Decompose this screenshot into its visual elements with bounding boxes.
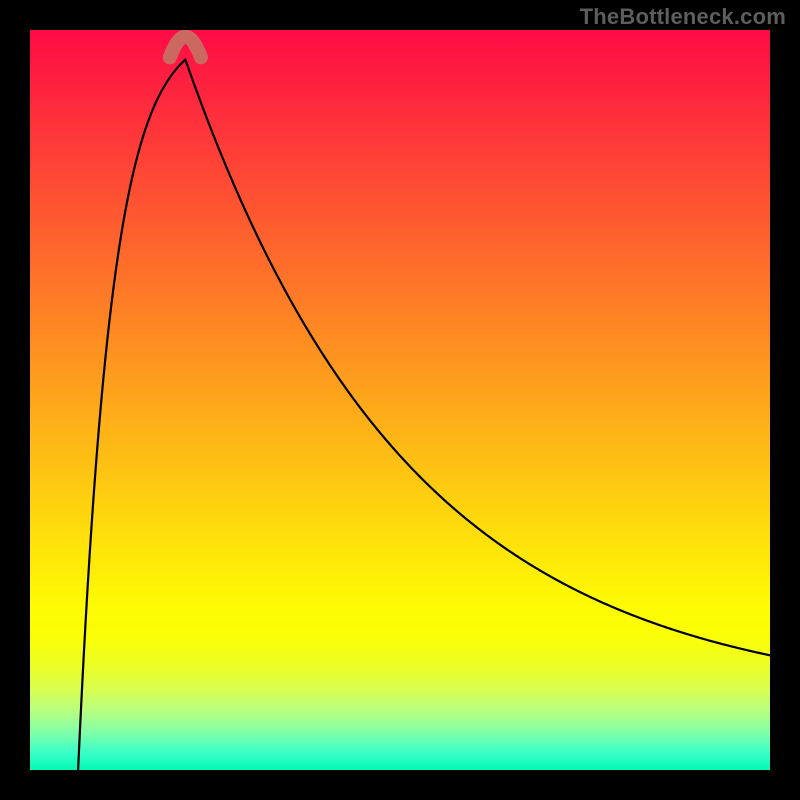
chart-svg xyxy=(0,0,800,800)
chart-container: TheBottleneck.com xyxy=(0,0,800,800)
